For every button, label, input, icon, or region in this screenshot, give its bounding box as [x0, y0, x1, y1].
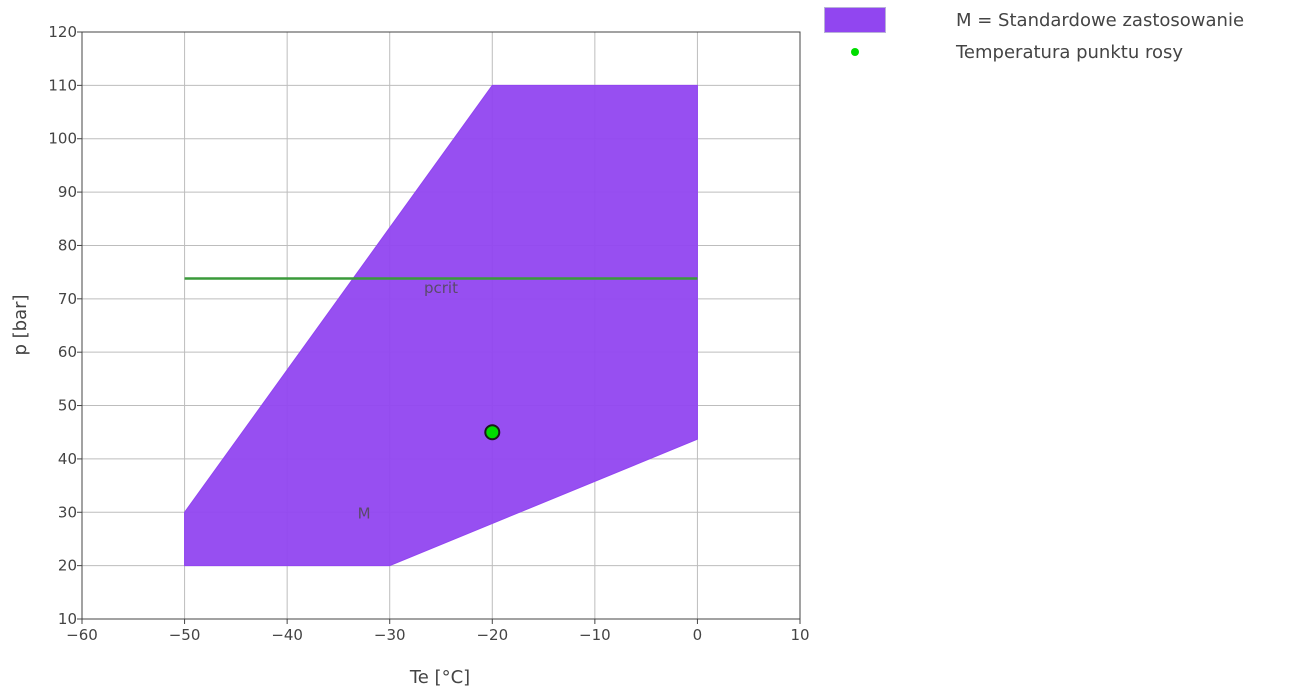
legend-swatch [824, 7, 886, 33]
y-tick-label: 10 [58, 610, 77, 628]
legend-item: M = Standardowe zastosowanie [824, 6, 1244, 34]
envelope-polygon [184, 84, 698, 567]
envelope-label: M [358, 504, 371, 522]
y-tick-label: 80 [58, 236, 77, 254]
pcrit-label: pcrit [424, 279, 458, 297]
x-tick-label: −30 [374, 626, 406, 644]
y-tick-label: 100 [48, 130, 77, 148]
series-layer [184, 84, 698, 567]
y-tick-label: 120 [48, 23, 77, 41]
y-tick-label: 90 [58, 183, 77, 201]
legend-label: M = Standardowe zastosowanie [956, 9, 1245, 31]
y-tick-label: 40 [58, 450, 77, 468]
legend-swatch-dot [851, 48, 859, 56]
y-tick-label: 20 [58, 557, 77, 575]
y-tick-label: 60 [58, 343, 77, 361]
dew-point-marker [484, 424, 501, 441]
x-tick-label: −10 [579, 626, 611, 644]
y-tick-label: 110 [48, 76, 77, 94]
legend: M = Standardowe zastosowanie Temperatura … [824, 6, 1244, 70]
legend-swatch [824, 39, 886, 65]
y-axis-title: p [bar] [10, 294, 31, 355]
x-tick-label: −60 [66, 626, 98, 644]
y-tick-label: 50 [58, 397, 77, 415]
legend-item: Temperatura punktu rosy [824, 38, 1244, 66]
axes: −60 −50 −40 −30 −20 −10 0 10 10 20 30 40 50 60 70 80 90 1… [48, 23, 809, 644]
x-tick-label: −50 [169, 626, 201, 644]
x-tick-label: −20 [476, 626, 508, 644]
legend-label: Temperatura punktu rosy [956, 41, 1183, 63]
y-tick-label: 70 [58, 290, 77, 308]
x-tick-label: −40 [271, 626, 303, 644]
y-tick-label: 30 [58, 503, 77, 521]
x-axis-title: Te [°C] [409, 667, 470, 688]
x-tick-label: 0 [693, 626, 703, 644]
plot-frame [81, 31, 801, 620]
legend-swatch-fill [824, 7, 886, 33]
x-tick-label: 10 [790, 626, 809, 644]
